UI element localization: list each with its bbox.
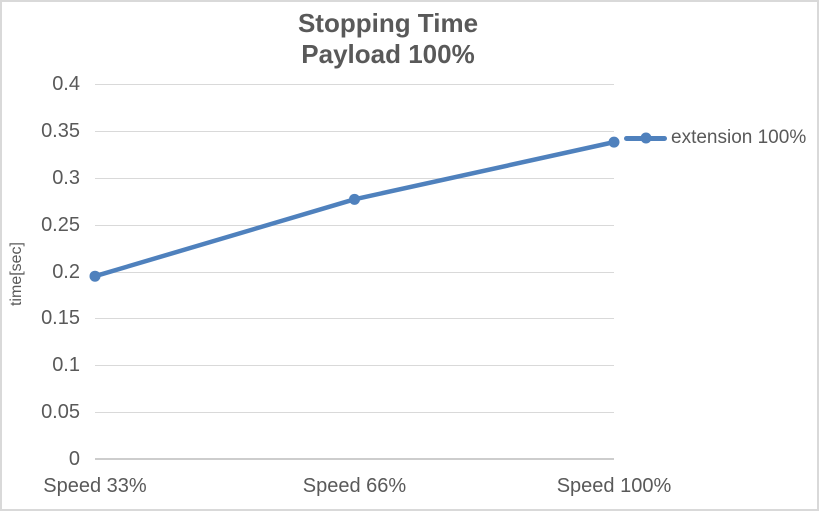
x-tick-label: Speed 33% <box>43 475 147 497</box>
y-tick-label: 0 <box>68 448 80 470</box>
series-line <box>92 139 617 279</box>
x-tick-label: Speed 66% <box>302 475 407 497</box>
chart-title-line1: Stopping Time <box>297 8 479 38</box>
x-tick-label: Speed 100% <box>556 475 672 497</box>
y-tick-label: 0.35 <box>41 119 80 142</box>
data-point-marker-icon <box>608 136 620 148</box>
y-tick-label: 0.25 <box>41 213 80 236</box>
y-tick-label: 0.05 <box>41 401 80 424</box>
y-gridline <box>95 130 614 132</box>
y-gridline <box>95 412 614 414</box>
y-tick-label: 0.15 <box>41 307 80 330</box>
y-tick-label: 0.1 <box>52 354 80 377</box>
x-axis-line <box>95 458 614 460</box>
y-tick-label: 0.3 <box>52 166 80 189</box>
legend[interactable]: extension 100% <box>624 128 806 148</box>
y-gridline <box>95 224 614 226</box>
legend-dot-icon <box>640 132 651 144</box>
y-tick-label: 0.4 <box>52 73 80 95</box>
legend-line-marker-icon <box>624 132 667 144</box>
data-point-marker-icon <box>349 193 360 205</box>
y-gridline <box>95 271 614 273</box>
y-gridline <box>95 365 614 367</box>
y-gridline <box>95 84 614 85</box>
legend-series-label: extension 100% <box>671 127 807 148</box>
chart-title-line2: Payload 100% <box>301 39 475 69</box>
chart-title: Stopping Time Payload 100% <box>2 8 774 70</box>
y-gridline <box>95 177 614 179</box>
y-tick-label: 0.2 <box>52 260 80 283</box>
y-gridline <box>95 318 614 320</box>
